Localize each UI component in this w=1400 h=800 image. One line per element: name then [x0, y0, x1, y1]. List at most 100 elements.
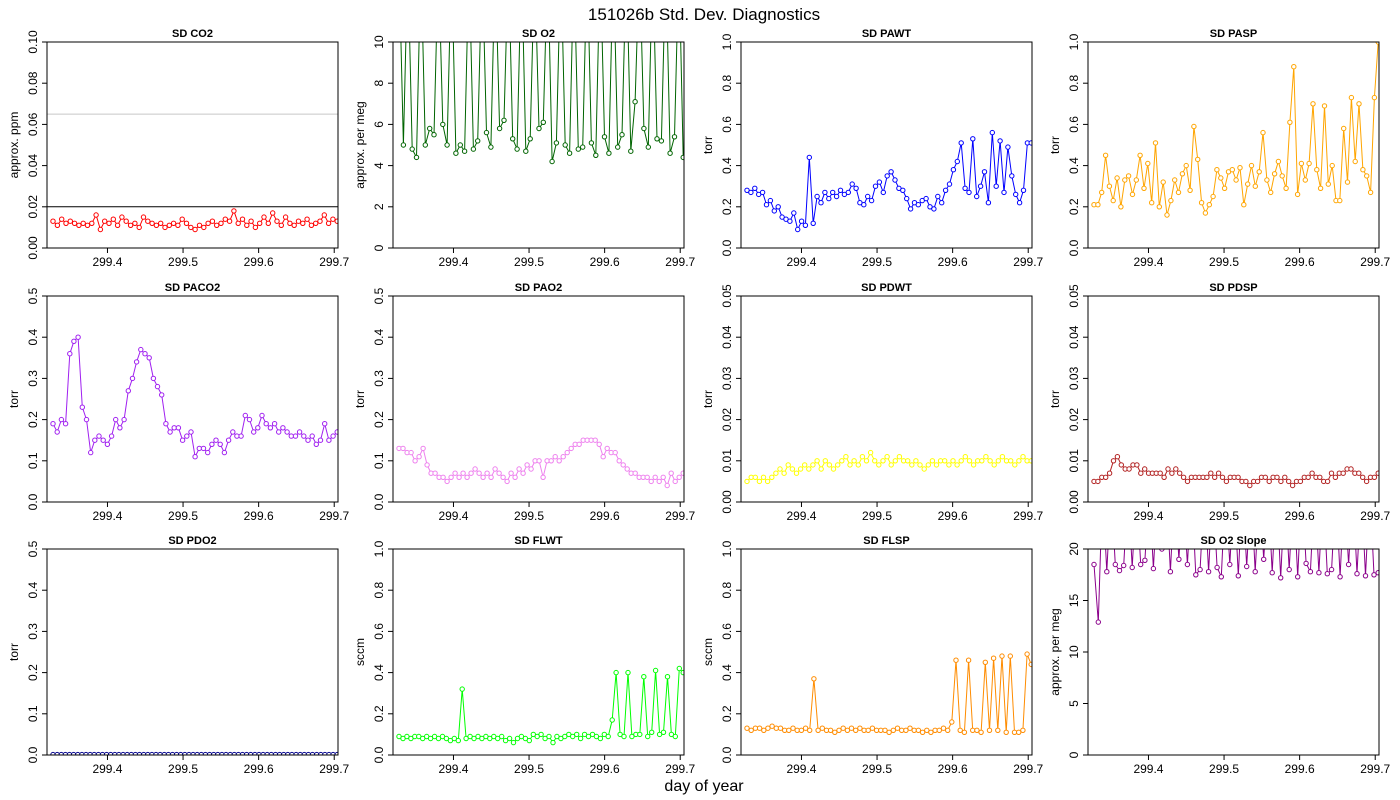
data-point: [138, 346, 144, 353]
data-point: [1356, 101, 1362, 107]
data-point: [1283, 185, 1289, 192]
data-point: [1169, 470, 1175, 476]
y-tick-label: 0.1: [26, 452, 40, 469]
data-point: [222, 216, 229, 222]
data-point: [1118, 204, 1124, 210]
x-tick-label: 299.6: [244, 509, 274, 523]
data-point: [1321, 103, 1328, 109]
data-point: [553, 140, 560, 146]
data-point: [958, 458, 964, 464]
data-point: [265, 220, 271, 227]
data-point: [581, 731, 588, 738]
y-tick-label: 0.8: [720, 75, 734, 92]
plot-area: [1091, 549, 1379, 625]
x-tick-label: 299.4: [92, 762, 122, 776]
data-point: [526, 737, 532, 744]
data-point: [97, 226, 104, 233]
plot-frame: [392, 41, 685, 249]
data-point: [267, 425, 274, 431]
data-point: [1307, 569, 1314, 575]
x-tick-label: 299.4: [1133, 509, 1163, 523]
data-point: [1208, 470, 1214, 476]
data-point: [1227, 561, 1233, 568]
data-point: [1212, 474, 1218, 480]
data-point: [997, 138, 1003, 144]
data-point: [1180, 474, 1187, 480]
data-point: [453, 150, 459, 156]
data-point: [63, 220, 69, 227]
data-point: [1244, 563, 1250, 570]
data-point: [981, 169, 988, 175]
data-point: [412, 458, 418, 464]
data-point: [601, 731, 607, 738]
data-point: [1198, 200, 1205, 206]
y-tick-label: 8: [372, 80, 386, 87]
data-point: [818, 200, 824, 206]
data-point: [612, 449, 618, 456]
x-tick-label: 299.5: [862, 255, 892, 269]
data-point: [1337, 574, 1343, 580]
y-tick-label: 0.04: [1067, 325, 1081, 349]
data-point: [1133, 177, 1140, 183]
data-point: [431, 132, 437, 138]
data-point: [1233, 177, 1239, 183]
data-point: [865, 193, 871, 200]
data-point: [1252, 569, 1258, 575]
data-point: [1367, 189, 1374, 196]
data-point: [1329, 162, 1335, 169]
x-tick-label: 299.4: [1133, 762, 1163, 776]
y-tick-label: 0: [372, 244, 386, 251]
data-point: [896, 454, 903, 460]
data-point: [67, 351, 73, 357]
data-point: [1141, 185, 1147, 192]
data-point: [114, 222, 121, 229]
data-point: [117, 425, 123, 431]
data-point: [835, 462, 841, 468]
data-point: [444, 478, 450, 485]
data-point: [133, 359, 140, 365]
data-point: [218, 220, 224, 227]
data-point: [142, 351, 148, 357]
data-point: [585, 733, 592, 740]
data-point: [995, 458, 1001, 464]
data-point: [1102, 152, 1109, 159]
data-point: [815, 727, 821, 733]
data-point: [814, 193, 820, 200]
data-point: [1114, 454, 1121, 460]
data-point: [806, 154, 812, 161]
data-point: [958, 140, 964, 146]
data-point: [1173, 466, 1179, 472]
y-tick-label: 0.0: [372, 493, 386, 510]
data-point: [1134, 462, 1140, 468]
data-point: [777, 466, 783, 472]
data-point: [600, 454, 606, 460]
data-point: [833, 193, 840, 200]
data-point: [1341, 125, 1347, 132]
y-axis-label: approx. per meg: [1048, 608, 1062, 695]
data-point: [761, 727, 767, 733]
data-point: [1344, 179, 1351, 185]
x-tick-label: 299.7: [1013, 762, 1043, 776]
data-point: [570, 733, 576, 740]
y-tick-label: 15: [1067, 594, 1081, 608]
data-point: [244, 222, 250, 229]
data-point: [1268, 189, 1274, 196]
data-point: [1371, 572, 1377, 578]
data-point: [935, 193, 941, 200]
data-point: [865, 727, 871, 733]
data-point: [252, 224, 259, 231]
data-point: [596, 441, 602, 447]
data-point: [851, 458, 857, 464]
y-tick-label: 0.00: [1067, 490, 1081, 514]
data-point: [54, 222, 61, 229]
data-point: [822, 189, 828, 196]
data-point: [313, 441, 319, 447]
y-tick-label: 0.4: [1067, 157, 1081, 174]
data-point: [621, 733, 627, 740]
data-point: [291, 222, 297, 229]
data-point: [125, 388, 132, 394]
data-point: [942, 187, 949, 194]
data-point: [1317, 185, 1324, 192]
data-point: [1332, 474, 1339, 480]
data-point: [1020, 187, 1027, 194]
